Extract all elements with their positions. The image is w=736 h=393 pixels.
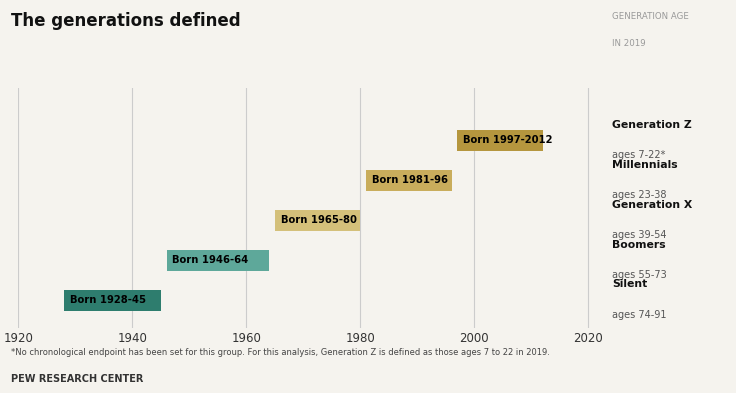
Text: Millennials: Millennials xyxy=(612,160,678,170)
Text: Generation X: Generation X xyxy=(612,200,693,209)
FancyBboxPatch shape xyxy=(366,170,452,191)
Text: Born 1981-96: Born 1981-96 xyxy=(372,175,447,185)
Text: ages 23-38: ages 23-38 xyxy=(612,190,667,200)
Text: Born 1928-45: Born 1928-45 xyxy=(70,295,146,305)
Text: Born 1946-64: Born 1946-64 xyxy=(172,255,249,265)
Text: ages 7-22*: ages 7-22* xyxy=(612,150,666,160)
FancyBboxPatch shape xyxy=(64,290,161,310)
Text: Boomers: Boomers xyxy=(612,239,666,250)
Text: ages 39-54: ages 39-54 xyxy=(612,230,667,240)
Text: GENERATION AGE: GENERATION AGE xyxy=(612,12,689,21)
Text: PEW RESEARCH CENTER: PEW RESEARCH CENTER xyxy=(11,374,144,384)
Text: Generation Z: Generation Z xyxy=(612,119,692,130)
Text: Silent: Silent xyxy=(612,279,648,290)
Text: Born 1965-80: Born 1965-80 xyxy=(280,215,356,225)
Text: *No chronological endpoint has been set for this group. For this analysis, Gener: *No chronological endpoint has been set … xyxy=(11,348,550,357)
FancyBboxPatch shape xyxy=(275,210,361,231)
FancyBboxPatch shape xyxy=(457,130,543,151)
Text: ages 74-91: ages 74-91 xyxy=(612,310,667,320)
Text: ages 55-73: ages 55-73 xyxy=(612,270,667,280)
Text: IN 2019: IN 2019 xyxy=(612,39,646,48)
FancyBboxPatch shape xyxy=(166,250,269,271)
Text: Born 1997-2012: Born 1997-2012 xyxy=(463,135,553,145)
Text: The generations defined: The generations defined xyxy=(11,12,241,30)
